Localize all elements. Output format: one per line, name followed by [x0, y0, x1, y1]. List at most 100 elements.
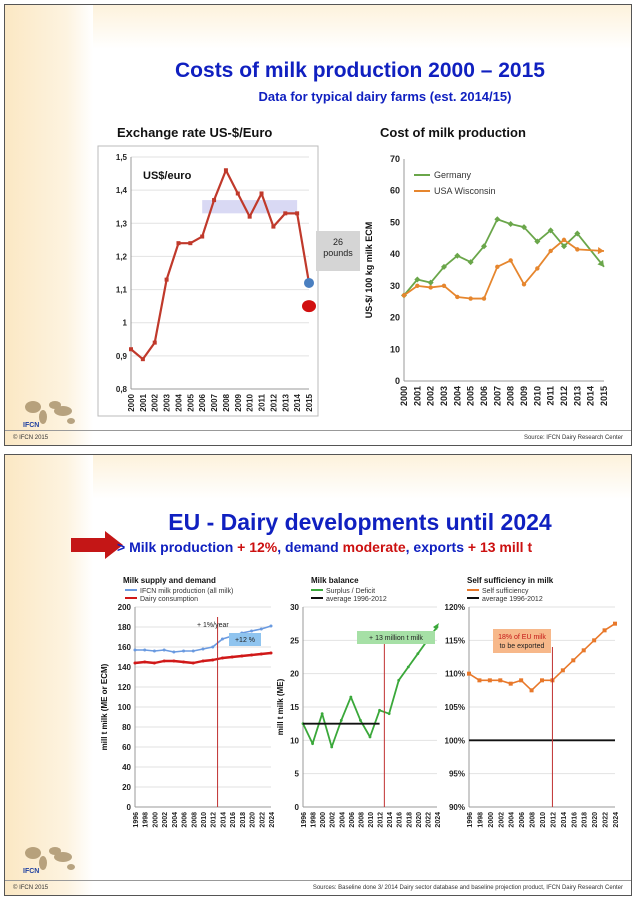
- y-tick-label: 80: [122, 723, 131, 732]
- data-point: [534, 238, 541, 245]
- x-tick-label: 2015: [305, 393, 314, 411]
- data-point: [495, 264, 500, 270]
- x-tick-label: 2010: [540, 812, 547, 828]
- series-line-1: [403, 238, 578, 300]
- milk-balance-chart: 0 5 10 15 20 25 30 1996 1998 2000 2002 2004 2006 2008…: [276, 576, 442, 828]
- y-tick-label: 50: [390, 217, 400, 227]
- data-point: [211, 645, 215, 649]
- data-point: [467, 671, 471, 676]
- data-point: [172, 659, 176, 663]
- x-tick-label: 2015: [599, 386, 609, 406]
- x-tick-label: 2020: [416, 812, 423, 828]
- data-point: [330, 745, 334, 749]
- x-tick-label: 2001: [412, 386, 422, 406]
- data-point: [561, 243, 567, 250]
- data-point: [613, 621, 617, 626]
- ifcn-logo: IFCN: [23, 847, 75, 875]
- annotation-line1: 18% of EU milk: [498, 634, 546, 641]
- x-tick-label: 2006: [198, 393, 207, 411]
- x-tick-label: 2022: [259, 812, 266, 828]
- chart-title: Milk supply and demand: [123, 576, 216, 585]
- x-tick-label: 2005: [466, 386, 476, 406]
- chart-frame: [97, 145, 319, 417]
- slide-costs-milk-production: IFCN Costs of milk production 2000 – 201…: [4, 4, 632, 446]
- data-point: [164, 277, 169, 282]
- y-tick-label: 0,8: [116, 385, 128, 394]
- x-tick-label: 2012: [559, 386, 569, 406]
- footer-source: Sources: Baseline done 3/ 2014 Dairy sec…: [312, 885, 623, 891]
- x-tick-label: 2024: [435, 812, 442, 828]
- x-tick-label: 2010: [368, 812, 375, 828]
- data-point: [162, 648, 166, 652]
- x-tick-label: 2008: [358, 812, 365, 828]
- exchange-rate-line-end: [296, 213, 311, 284]
- y-tick-label: 160: [118, 643, 132, 652]
- y-tick-label: 105%: [445, 703, 465, 712]
- x-tick-label: 2014: [293, 393, 302, 411]
- data-point: [494, 216, 501, 223]
- y-tick-label: 10: [390, 344, 400, 354]
- footer-divider: [5, 430, 631, 431]
- legend-label: Germany: [434, 170, 472, 180]
- data-point: [271, 224, 276, 229]
- y-tick-label: 5: [295, 770, 300, 779]
- arrow-head: [597, 259, 604, 267]
- data-point: [498, 678, 503, 683]
- x-tick-label: 2024: [269, 812, 276, 828]
- series-line-0: [302, 626, 438, 748]
- data-point: [481, 296, 487, 301]
- annotation-box: [229, 633, 261, 646]
- data-point: [140, 357, 145, 362]
- x-tick-label: 2024: [613, 812, 620, 828]
- x-tick-label: 2012: [269, 393, 278, 411]
- data-point: [182, 649, 186, 653]
- data-point: [320, 712, 324, 716]
- y-tick-label: 60: [122, 743, 131, 752]
- sidebar-gradient: [5, 455, 93, 895]
- exchange-rate-label: Exchange rate US-$/Euro: [117, 125, 273, 140]
- cost-label: Cost of milk production: [380, 125, 526, 140]
- x-tick-label: 2008: [506, 386, 516, 406]
- data-point: [220, 656, 224, 660]
- pounds-callout: 26 pounds: [316, 231, 360, 271]
- y-tick-label: 1,5: [116, 153, 128, 162]
- red-arrow-icon: [71, 531, 123, 559]
- x-tick-label: 2000: [488, 812, 495, 828]
- data-point: [455, 294, 460, 300]
- data-point: [521, 224, 527, 231]
- y-tick-label: 110%: [445, 670, 465, 679]
- y-tick-label: 200: [118, 603, 132, 612]
- y-axis-label: mill t milk (ME or ECM): [100, 663, 109, 750]
- x-tick-label: 2000: [399, 386, 409, 406]
- x-tick-label: 2003: [163, 393, 172, 411]
- data-point: [428, 285, 433, 290]
- x-tick-label: 2002: [330, 812, 337, 828]
- data-point: [378, 708, 381, 712]
- data-point: [441, 263, 447, 270]
- data-point: [247, 214, 252, 219]
- data-point: [143, 660, 147, 664]
- x-tick-label: 2008: [222, 393, 231, 411]
- y-tick-label: 40: [390, 249, 400, 259]
- y-tick-label: 20: [122, 783, 131, 792]
- y-tick-label: 1,4: [116, 186, 128, 195]
- data-point: [415, 283, 420, 289]
- data-point: [507, 221, 514, 228]
- data-point: [283, 211, 288, 216]
- blue-marker: [304, 277, 314, 288]
- data-point: [152, 340, 157, 345]
- data-point: [191, 661, 195, 665]
- x-tick-label: 1998: [143, 812, 150, 828]
- y-tick-label: 0: [127, 803, 132, 812]
- data-point: [201, 659, 205, 663]
- data-point: [487, 678, 492, 683]
- x-tick-label: 2001: [139, 393, 148, 411]
- x-tick-label: 2018: [240, 812, 247, 828]
- data-point: [143, 648, 147, 652]
- arrow-head: [597, 247, 604, 255]
- y-tick-label: 100: [118, 703, 132, 712]
- annotation-growth: + 1%/year: [197, 622, 229, 629]
- data-point: [529, 688, 534, 693]
